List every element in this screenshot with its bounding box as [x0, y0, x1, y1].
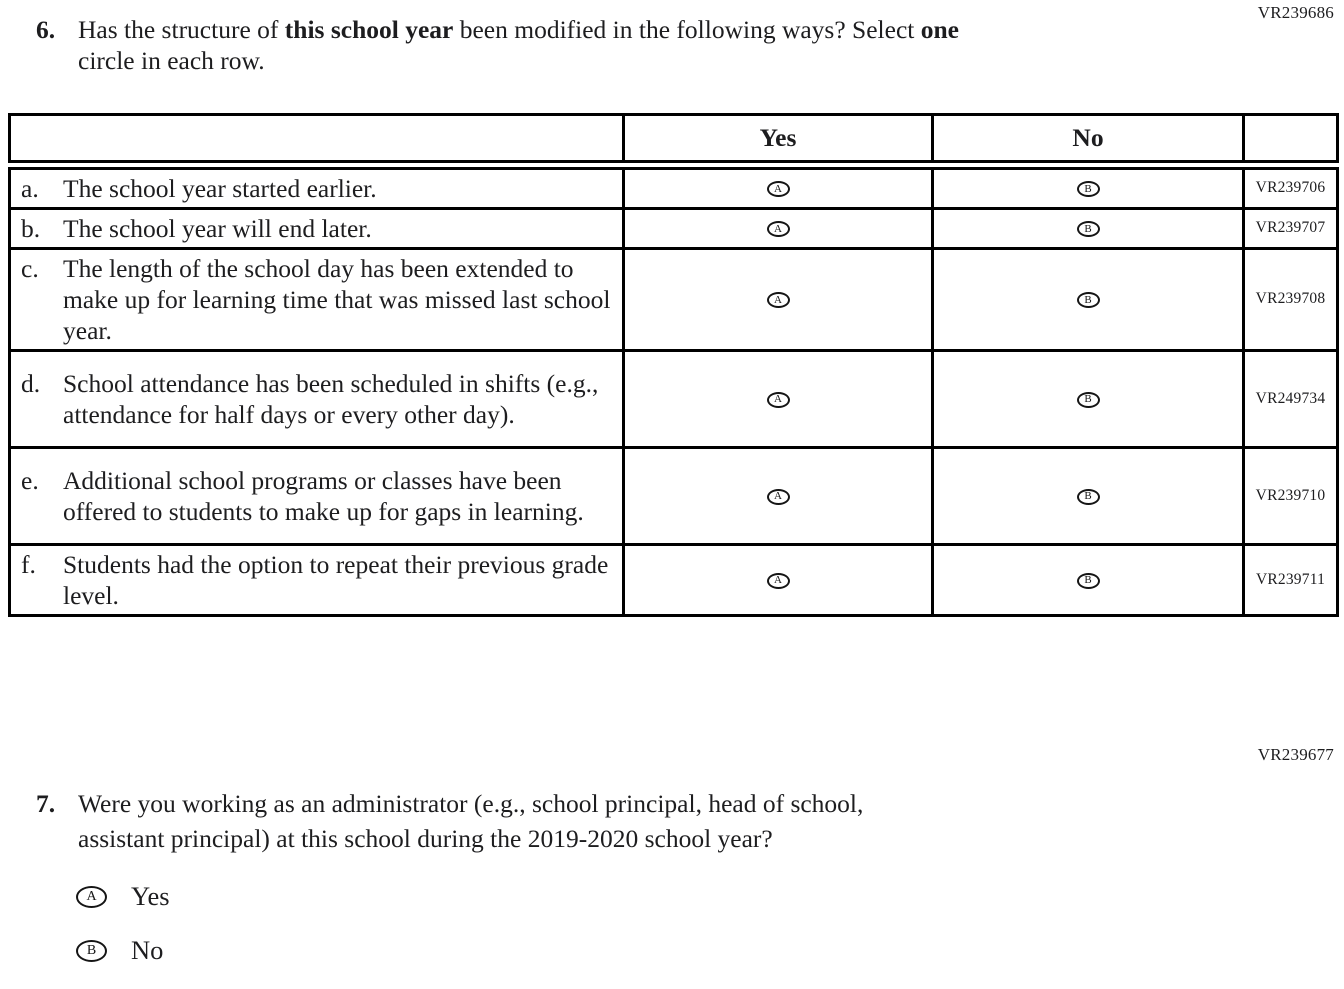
table-row-e: e. Additional school programs or classes …	[8, 445, 1339, 546]
option-b-bubble[interactable]: B	[76, 939, 107, 962]
row-code: VR249734	[1242, 348, 1339, 449]
row-statement: Students had the option to repeat their …	[63, 549, 609, 610]
q6-text-seg-bold: one	[920, 15, 959, 44]
table-row-f: f. Students had the option to repeat thei…	[8, 542, 1339, 617]
row-letter: b.	[21, 213, 41, 243]
option-b-bubble[interactable]: B	[1076, 181, 1100, 198]
q7-options: A Yes B No	[76, 881, 170, 989]
table-row-c: c. The length of the school day has been …	[8, 246, 1339, 352]
question-6-number: 6.	[36, 15, 56, 44]
form-code-top-right: VR239686	[1257, 3, 1334, 22]
question-7-text: Were you working as an administrator (e.…	[78, 786, 863, 856]
q6-text-seg-bold: this school year	[284, 15, 454, 44]
row-letter: f.	[21, 549, 36, 579]
question-6-text: Has the structure of this school year be…	[78, 14, 959, 76]
option-a-bubble[interactable]: A	[766, 391, 790, 408]
option-a-bubble[interactable]: A	[76, 885, 107, 908]
table-row-a: a. The school year started earlier. A B V…	[8, 163, 1339, 210]
option-yes-label: Yes	[131, 881, 170, 911]
option-a-bubble[interactable]: A	[766, 181, 790, 198]
table-header-row: Yes No	[8, 113, 1339, 170]
option-b-bubble[interactable]: B	[1076, 221, 1100, 238]
row-code: VR239707	[1242, 206, 1339, 250]
row-code: VR239708	[1242, 246, 1339, 352]
row-code: VR239711	[1242, 542, 1339, 617]
row-statement: School attendance has been scheduled in …	[63, 368, 599, 429]
option-b-bubble[interactable]: B	[1076, 572, 1100, 589]
question-7: 7. Were you working as an administrator …	[36, 786, 1136, 856]
question-7-number: 7.	[36, 789, 56, 818]
row-letter: c.	[21, 253, 39, 283]
q7-option-no[interactable]: B No	[76, 935, 170, 966]
question-6: 6. Has the structure of this school year…	[36, 14, 1216, 76]
option-a-bubble[interactable]: A	[766, 292, 790, 309]
option-a-bubble[interactable]: A	[766, 221, 790, 238]
q7-text-line2: assistant principal) at this school duri…	[78, 824, 773, 853]
q6-table: Yes No a. The school year started earlier…	[8, 113, 1339, 617]
form-code-q7-section: VR239677	[1257, 745, 1334, 764]
option-b-bubble[interactable]: B	[1076, 391, 1100, 408]
option-b-bubble[interactable]: B	[1076, 488, 1100, 505]
header-code-blank	[1242, 113, 1339, 170]
row-letter: a.	[21, 173, 39, 203]
row-code: VR239710	[1242, 445, 1339, 546]
option-a-bubble[interactable]: A	[766, 488, 790, 505]
option-b-bubble[interactable]: B	[1076, 292, 1100, 309]
q7-text-line1: Were you working as an administrator (e.…	[78, 789, 864, 818]
row-letter: e.	[21, 465, 39, 495]
q6-text-seg: Has the structure of	[78, 15, 285, 44]
row-code: VR239706	[1242, 163, 1339, 210]
table-row-d: d. School attendance has been scheduled i…	[8, 348, 1339, 449]
table-row-b: b. The school year will end later. A B VR…	[8, 206, 1339, 250]
header-yes: Yes	[622, 113, 934, 170]
row-statement: The school year started earlier.	[63, 173, 377, 203]
row-statement: Additional school programs or classes ha…	[63, 465, 584, 526]
header-statement-blank	[8, 113, 625, 170]
row-letter: d.	[21, 368, 41, 398]
q6-text-line2: circle in each row.	[78, 46, 265, 75]
row-statement: The length of the school day has been ex…	[63, 253, 611, 345]
q6-text-seg: been modified in the following ways? Sel…	[453, 15, 921, 44]
q7-option-yes[interactable]: A Yes	[76, 881, 170, 912]
option-a-bubble[interactable]: A	[766, 572, 790, 589]
row-statement: The school year will end later.	[63, 213, 372, 243]
option-no-label: No	[131, 935, 164, 965]
header-no: No	[931, 113, 1245, 170]
